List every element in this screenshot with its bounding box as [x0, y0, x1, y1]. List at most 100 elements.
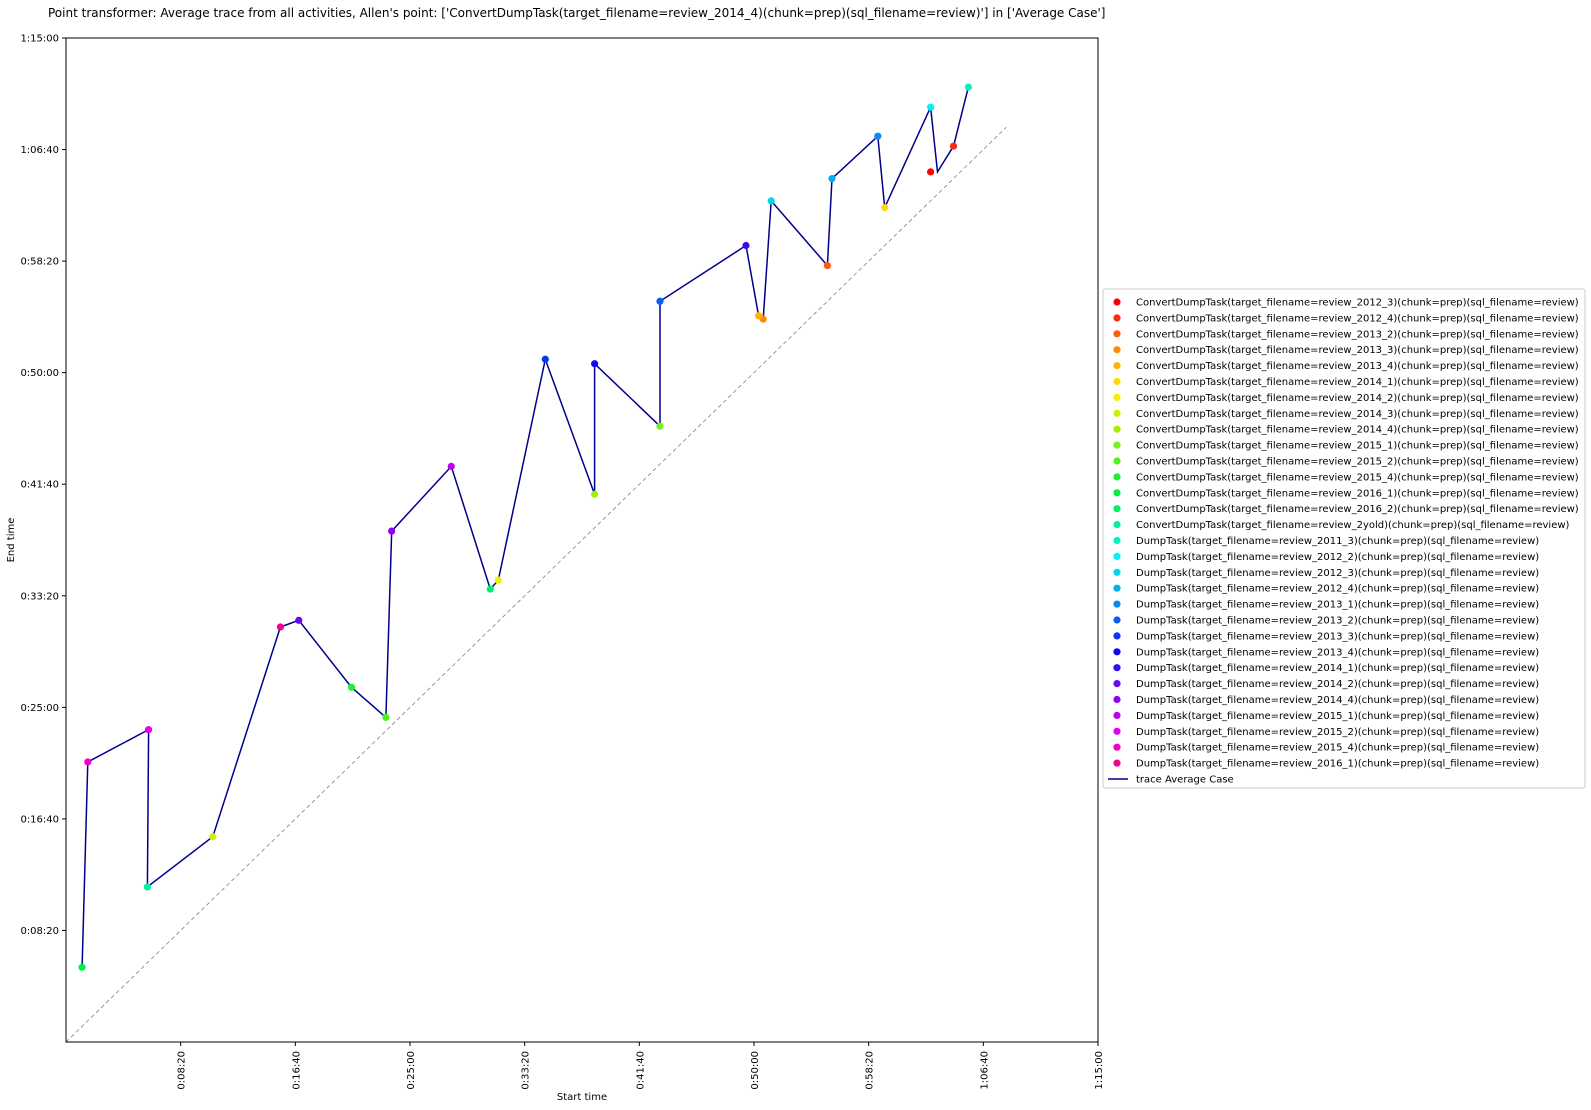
legend-marker [1113, 536, 1121, 545]
legend-marker [1113, 664, 1121, 672]
legend-label: DumpTask(target_filename=review_2015_2)(… [1136, 727, 1539, 738]
legend-marker [1113, 711, 1121, 720]
x-tick-label: 0:08:20 [177, 1051, 188, 1090]
legend-marker [1113, 505, 1121, 513]
x-tick-label: 0:33:20 [521, 1051, 532, 1090]
legend-marker [1113, 616, 1121, 624]
y-tick-label: 1:06:40 [20, 145, 59, 156]
data-points [78, 83, 973, 971]
legend-marker [1113, 409, 1121, 417]
legend-label: DumpTask(target_filename=review_2013_4)(… [1136, 647, 1539, 658]
legend-label: ConvertDumpTask(target_filename=review_2… [1136, 329, 1579, 340]
legend-marker [1113, 632, 1121, 640]
x-tick-label: 1:15:00 [1094, 1051, 1105, 1090]
data-point-29 [276, 623, 285, 631]
y-tick-label: 0:50:00 [20, 368, 59, 379]
legend-label: ConvertDumpTask(target_filename=review_2… [1136, 520, 1570, 531]
data-point-10 [382, 713, 390, 721]
data-point-11 [347, 683, 356, 691]
legend-label: ConvertDumpTask(target_filename=review_2… [1136, 345, 1579, 356]
plot-frame [65, 37, 1099, 1043]
x-axis-title: Start time [557, 1092, 607, 1103]
legend-label: DumpTask(target_filename=review_2012_4)(… [1136, 584, 1539, 595]
legend-label: ConvertDumpTask(target_filename=review_2… [1136, 472, 1579, 483]
legend-marker [1113, 568, 1121, 576]
legend-marker [1113, 457, 1121, 465]
trace-line [81, 86, 970, 968]
data-point-25 [388, 527, 396, 535]
data-point-4 [754, 312, 763, 320]
x-tick-label: 0:25:00 [406, 1051, 417, 1090]
legend-label: DumpTask(target_filename=review_2014_1)(… [1136, 663, 1539, 674]
y-tick-label: 0:25:00 [20, 703, 59, 714]
legend-marker [1113, 330, 1121, 338]
legend-label: ConvertDumpTask(target_filename=review_2… [1136, 425, 1579, 436]
legend-marker [1113, 680, 1121, 688]
legend-label: DumpTask(target_filename=review_2012_2)(… [1136, 552, 1539, 563]
legend-marker [1113, 695, 1121, 704]
x-tick-label: 0:58:20 [865, 1051, 876, 1090]
data-point-14 [143, 883, 152, 891]
data-point-17 [767, 197, 775, 205]
legend-marker [1113, 489, 1121, 497]
data-point-19 [874, 132, 882, 140]
data-point-13 [486, 585, 494, 593]
legend-label: ConvertDumpTask(target_filename=review_2… [1136, 361, 1579, 372]
legend-marker [1113, 346, 1121, 354]
x-tick-label: 0:50:00 [750, 1051, 761, 1090]
legend-label: ConvertDumpTask(target_filename=review_2… [1136, 409, 1579, 420]
legend-marker [1113, 441, 1121, 449]
data-point-7 [209, 833, 217, 841]
legend-marker [1113, 584, 1121, 592]
data-point-24 [295, 616, 303, 624]
legend-label: DumpTask(target_filename=review_2014_2)(… [1136, 679, 1539, 690]
y-axis: 0:08:20 0:16:40 0:25:00 0:33:20 0:41:40 0:50:… [20, 34, 66, 937]
data-point-12 [78, 963, 86, 971]
legend-frame [1102, 288, 1586, 789]
legend-label: ConvertDumpTask(target_filename=review_2… [1136, 457, 1579, 468]
legend-label: ConvertDumpTask(target_filename=review_2… [1136, 298, 1579, 309]
legend-label: DumpTask(target_filename=review_2012_3)(… [1136, 568, 1539, 579]
legend-marker [1113, 521, 1121, 529]
y-tick-label: 0:16:40 [20, 814, 59, 825]
data-point-2 [823, 261, 831, 270]
legend-label: ConvertDumpTask(target_filename=review_2… [1136, 313, 1579, 324]
data-point-26 [447, 462, 455, 470]
data-point-15 [964, 83, 973, 91]
data-point-8 [591, 490, 599, 498]
legend-label: ConvertDumpTask(target_filename=review_2… [1136, 393, 1579, 404]
y-tick-label: 0:08:20 [20, 926, 59, 937]
legend-label: ConvertDumpTask(target_filename=review_2… [1136, 488, 1579, 499]
y-tick-label: 0:41:40 [20, 480, 59, 491]
legend-marker [1113, 743, 1121, 751]
legend-marker [1113, 362, 1121, 370]
data-point-0 [926, 168, 935, 176]
legend-label: DumpTask(target_filename=review_2016_1)(… [1136, 759, 1539, 770]
chart-title: Point transformer: Average trace from al… [48, 6, 1105, 20]
data-point-27 [144, 726, 153, 734]
legend-label: DumpTask(target_filename=review_2013_1)(… [1136, 600, 1539, 611]
legend-label: ConvertDumpTask(target_filename=review_2… [1136, 377, 1579, 388]
legend-marker [1113, 314, 1121, 322]
plot-area [65, 37, 1099, 1043]
legend-label: ConvertDumpTask(target_filename=review_2… [1136, 504, 1579, 515]
data-point-23 [742, 241, 750, 250]
data-point-5 [881, 203, 889, 212]
legend-marker [1113, 648, 1121, 656]
legend-marker [1113, 600, 1121, 608]
legend-label: DumpTask(target_filename=review_2011_3)(… [1136, 536, 1539, 547]
data-point-18 [828, 174, 836, 183]
legend-marker [1113, 425, 1121, 433]
data-point-22 [591, 360, 599, 368]
x-axis: 0:08:20 0:16:40 0:25:00 0:33:20 0:41:40 0:50:… [177, 1042, 1105, 1090]
legend-marker [1113, 393, 1121, 401]
data-point-1 [949, 142, 958, 150]
legend-label: ConvertDumpTask(target_filename=review_2… [1136, 441, 1579, 452]
data-point-9 [656, 422, 664, 430]
x-tick-label: 1:06:40 [979, 1051, 990, 1090]
legend-marker [1113, 727, 1121, 735]
legend: ConvertDumpTask(target_filename=review_2… [1102, 288, 1586, 789]
legend-label: DumpTask(target_filename=review_2013_3)(… [1136, 631, 1539, 642]
reference-diagonal [65, 126, 1007, 1043]
